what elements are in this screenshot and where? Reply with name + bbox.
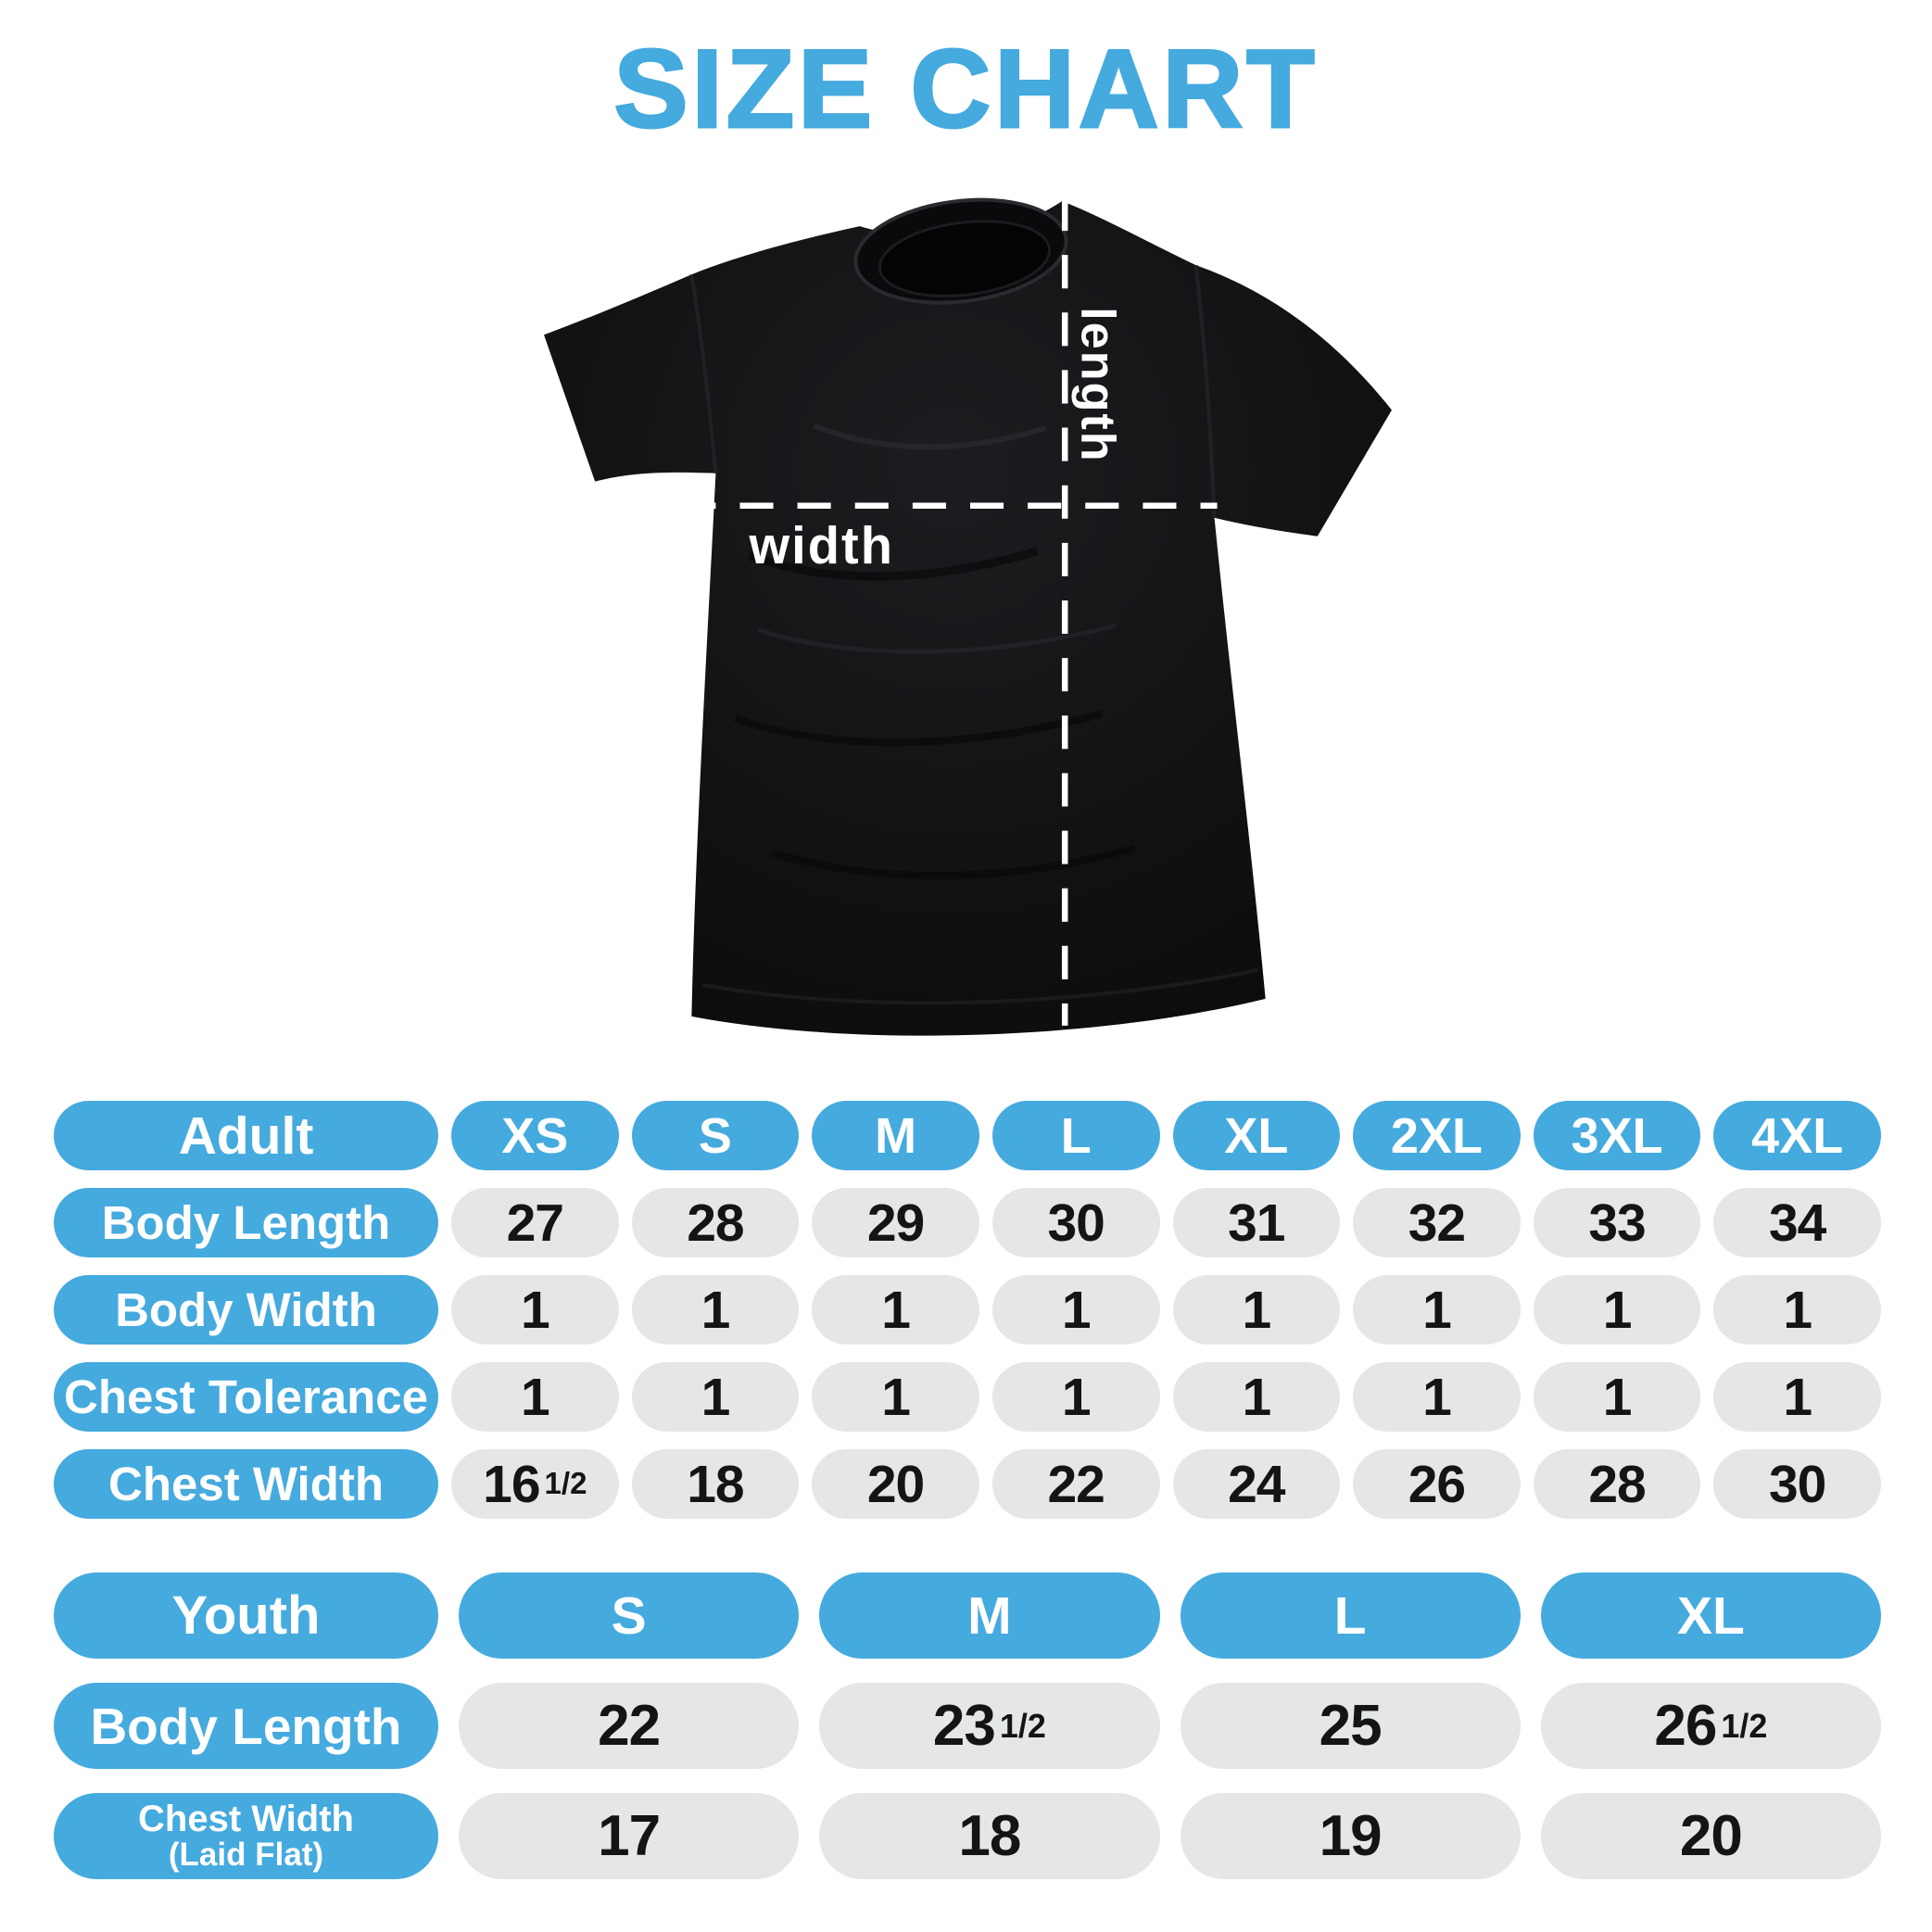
adult-value-pill: 1 [1713,1275,1881,1345]
youth-size-table: Youth S M L XL Body Length 22 23 1/2 25 26 1/2 Chest… [54,1572,1881,1879]
youth-value-pill: 22 [459,1683,800,1769]
length-label: length [1070,307,1124,462]
adult-value-pill: 32 [1353,1188,1521,1257]
tshirt-svg: length width [544,197,1392,1036]
hem-stitch [702,967,1259,1005]
youth-value-pill: 20 [1540,1793,1881,1879]
right-sleeve-seam [1193,264,1217,518]
adult-row-label-pill: Body Width [54,1275,438,1345]
adult-value-pill: 22 [991,1449,1160,1519]
youth-row-label-pill: Body Length [54,1683,438,1769]
adult-value-pill: 30 [991,1188,1160,1257]
adult-value-pill: 18 [631,1449,800,1519]
youth-size-pill: L [1180,1572,1521,1659]
adult-value-pill: 1 [1172,1362,1341,1432]
wrinkle-highlight [757,623,1117,654]
adult-value-pill: 34 [1713,1188,1881,1257]
adult-row-label-pill: Chest Tolerance [54,1362,438,1432]
adult-value-pill: 1 [631,1275,800,1345]
adult-value-pill: 26 [1353,1449,1521,1519]
youth-row-label-pill: Chest Width (Laid Flat) [54,1793,438,1879]
width-label: width [748,516,894,575]
adult-header-pill: Adult [54,1101,438,1170]
youth-header-pill: Youth [54,1572,438,1659]
wrinkle [771,844,1136,879]
youth-value-pill: 26 1/2 [1540,1683,1881,1769]
youth-size-pill: S [459,1572,800,1659]
adult-value-pill: 1 [1533,1362,1701,1432]
wrinkle [748,547,1039,581]
adult-value-pill: 1 [1353,1362,1521,1432]
adult-value-pill: 20 [812,1449,979,1519]
adult-size-table: Adult XS S M L XL 2XL 3XL 4XL Body Length 27 28 29 30… [54,1101,1881,1519]
youth-size-pill: M [819,1572,1160,1659]
adult-size-pill: XL [1172,1101,1341,1170]
adult-value-pill: 16 1/2 [451,1449,619,1519]
adult-row-label-pill: Body Length [54,1188,438,1257]
adult-value-pill: 1 [1353,1275,1521,1345]
adult-size-pill: XS [451,1101,619,1170]
adult-value-pill: 1 [991,1362,1160,1432]
youth-size-pill: XL [1540,1572,1881,1659]
adult-value-pill: 33 [1533,1188,1701,1257]
adult-value-pill: 1 [1172,1275,1341,1345]
youth-value-pill: 23 1/2 [819,1683,1160,1769]
adult-value-pill: 1 [812,1362,979,1432]
adult-value-pill: 24 [1172,1449,1341,1519]
adult-size-pill: S [631,1101,800,1170]
adult-value-pill: 27 [451,1188,619,1257]
adult-row-label-pill: Chest Width [54,1449,438,1519]
tshirt-silhouette [544,201,1392,1036]
youth-value-pill: 25 [1180,1683,1521,1769]
page-title: SIZE CHART [612,27,1319,152]
adult-value-pill: 29 [812,1188,979,1257]
adult-value-pill: 1 [812,1275,979,1345]
adult-size-pill: 2XL [1353,1101,1521,1170]
youth-value-pill: 19 [1180,1793,1521,1879]
adult-value-pill: 1 [991,1275,1160,1345]
adult-value-pill: 28 [1533,1449,1701,1519]
size-tables: Adult XS S M L XL 2XL 3XL 4XL Body Length 27 28 29 30… [54,1101,1881,1879]
adult-value-pill: 1 [451,1362,619,1432]
adult-value-pill: 28 [631,1188,800,1257]
youth-value-pill: 18 [819,1793,1160,1879]
tshirt-diagram: length width [536,193,1408,1047]
adult-value-pill: 1 [451,1275,619,1345]
adult-value-pill: 1 [1713,1362,1881,1432]
adult-value-pill: 31 [1172,1188,1341,1257]
adult-value-pill: 1 [1533,1275,1701,1345]
adult-value-pill: 30 [1713,1449,1881,1519]
adult-size-pill: 4XL [1713,1101,1881,1170]
left-sleeve-seam [689,273,718,474]
youth-value-pill: 17 [459,1793,800,1879]
adult-size-pill: 3XL [1533,1101,1701,1170]
wrinkle-highlight [813,423,1048,450]
adult-size-pill: M [812,1101,979,1170]
wrinkle [734,710,1104,747]
adult-value-pill: 1 [631,1362,800,1432]
collar-inner [878,220,1052,298]
adult-size-pill: L [991,1101,1160,1170]
